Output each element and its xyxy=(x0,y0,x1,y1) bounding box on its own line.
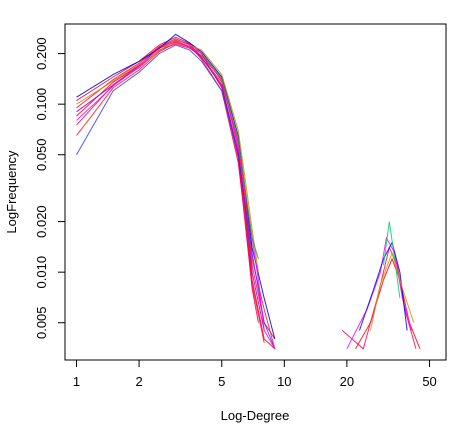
series-line xyxy=(76,39,265,331)
x-axis: 1 2 5 10 20 50 xyxy=(73,359,437,389)
y-tick-label: 0.200 xyxy=(34,37,49,70)
series-layer xyxy=(76,33,421,350)
x-tick-label: 2 xyxy=(135,374,142,389)
y-tick-label: 0.005 xyxy=(34,306,49,339)
x-tick-label: 5 xyxy=(218,374,225,389)
y-tick-label: 0.050 xyxy=(34,138,49,171)
y-axis: 0.005 0.010 0.020 0.050 0.100 0.200 xyxy=(34,37,66,339)
tail-series-line xyxy=(370,251,415,331)
series-line xyxy=(76,38,265,343)
y-tick-label: 0.020 xyxy=(34,205,49,238)
y-tick-label: 0.100 xyxy=(34,88,49,121)
y-axis-title: LogFrequency xyxy=(4,150,19,234)
series-line xyxy=(76,39,259,273)
series-line xyxy=(76,43,276,340)
x-tick-label: 10 xyxy=(277,374,291,389)
x-tick-label: 50 xyxy=(422,374,436,389)
series-line xyxy=(201,53,259,260)
tail-series-line xyxy=(355,257,421,350)
y-tick-label: 0.010 xyxy=(34,256,49,289)
tail-series-line xyxy=(383,221,401,299)
tail-series-line xyxy=(341,246,417,350)
x-axis-title: Log-Degree xyxy=(221,408,290,423)
x-tick-label: 1 xyxy=(73,374,80,389)
x-tick-label: 20 xyxy=(340,374,354,389)
series-line xyxy=(76,33,276,340)
series-line xyxy=(76,44,276,349)
tail-series-line xyxy=(359,241,408,331)
